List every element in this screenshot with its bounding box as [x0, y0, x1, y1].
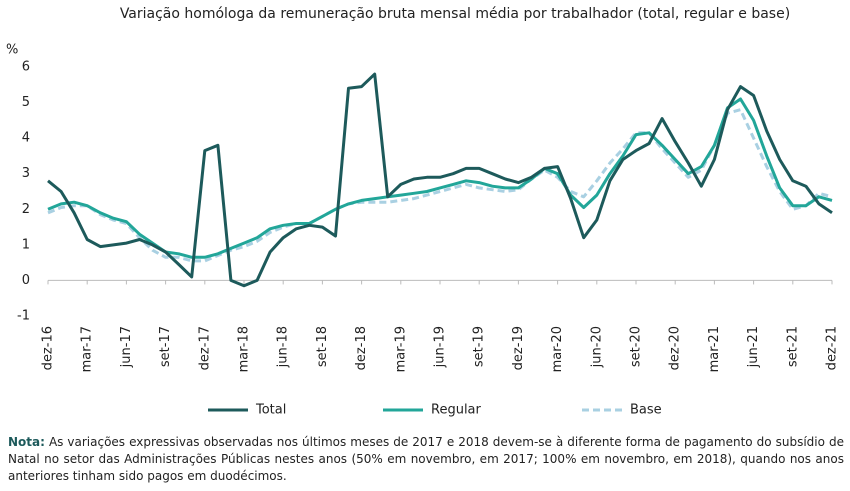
- x-tick-label: mar-20: [550, 326, 565, 372]
- x-tick-label: jun-19: [433, 326, 448, 368]
- x-tick-label: jun-20: [589, 326, 604, 368]
- x-tick-label: dez-18: [354, 326, 369, 370]
- series-line: [47, 72, 833, 288]
- y-tick-label: 6: [22, 60, 30, 75]
- x-tick-label: mar-21: [707, 326, 722, 372]
- x-tick-label: set-17: [158, 326, 173, 367]
- chart: Variação homóloga da remuneração bruta m…: [6, 6, 840, 418]
- x-tick-label: mar-17: [80, 326, 95, 372]
- x-tick-label: set-21: [785, 326, 800, 367]
- y-tick-label: 5: [22, 95, 30, 110]
- y-axis-label: %: [6, 43, 18, 58]
- note-text: As variações expressivas observadas nos …: [8, 435, 844, 483]
- x-tick-label: set-20: [629, 326, 644, 367]
- x-tick-label: jun-21: [746, 326, 761, 368]
- legend-label: Base: [630, 403, 662, 418]
- y-tick-label: 0: [22, 273, 30, 288]
- y-tick-label: -1: [17, 309, 30, 324]
- y-tick-label: 3: [22, 166, 30, 181]
- x-tick-label: mar-19: [393, 326, 408, 372]
- note: Nota: As variações expressivas observada…: [8, 434, 844, 485]
- x-tick-label: dez-17: [197, 326, 212, 370]
- note-label: Nota:: [8, 435, 45, 449]
- series-line: [47, 97, 833, 259]
- x-tick-label: set-19: [472, 326, 487, 367]
- x-tick-label: dez-20: [668, 326, 683, 370]
- x-tick-label: mar-18: [237, 326, 252, 372]
- x-tick-label: jun-18: [276, 326, 291, 368]
- y-tick-label: 2: [22, 202, 30, 217]
- y-tick-label: 1: [22, 237, 30, 252]
- chart-title: Variação homóloga da remuneração bruta m…: [120, 6, 790, 22]
- x-tick-label: dez-19: [511, 326, 526, 370]
- x-tick-label: dez-16: [41, 326, 56, 370]
- legend-label: Regular: [431, 403, 482, 418]
- y-tick-label: 4: [22, 131, 30, 146]
- x-tick-label: dez-21: [825, 326, 840, 370]
- legend-label: Total: [255, 403, 286, 418]
- series-line: [47, 108, 833, 263]
- x-tick-label: set-18: [315, 326, 330, 367]
- x-tick-label: jun-17: [119, 326, 134, 368]
